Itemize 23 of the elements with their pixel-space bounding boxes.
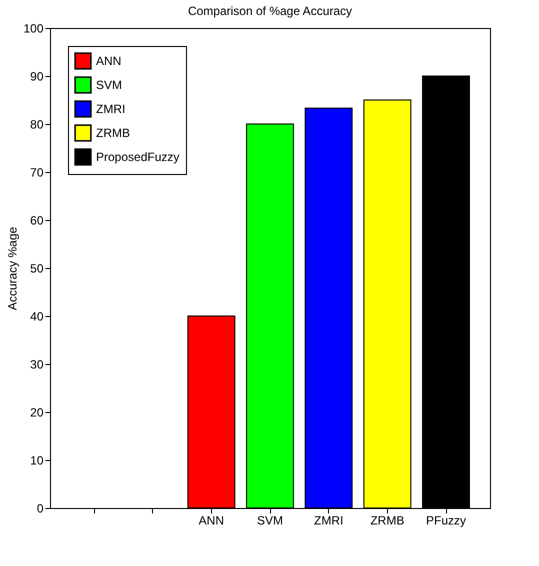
y-tick-label: 30 <box>30 358 44 372</box>
x-tick-label: ANN <box>198 514 224 528</box>
legend-label: ZRMB <box>96 126 130 140</box>
legend-label: ZMRI <box>96 102 126 116</box>
x-tick-label: ZMRI <box>314 514 344 528</box>
x-tick-label: PFuzzy <box>426 514 466 528</box>
y-tick-label: 40 <box>30 310 44 324</box>
legend-label: SVM <box>96 78 122 92</box>
y-tick-label: 90 <box>30 70 44 84</box>
x-tick-label: SVM <box>256 514 284 528</box>
chart-title: Comparison of %age Accuracy <box>188 4 352 18</box>
x-tick-label: ZRMB <box>370 514 404 528</box>
y-tick-label: 70 <box>30 166 44 180</box>
y-tick-label: 50 <box>30 262 44 276</box>
y-tick-label: 80 <box>30 118 44 132</box>
y-axis-title: Accuracy %age <box>5 226 20 310</box>
y-tick-label: 100 <box>23 22 44 36</box>
legend-label: ProposedFuzzy <box>96 150 180 164</box>
y-tick-label: 10 <box>30 454 44 468</box>
y-tick-label: 60 <box>30 214 44 228</box>
y-tick-label: 20 <box>30 406 44 420</box>
legend-label: ANN <box>96 54 122 68</box>
y-tick-label: 0 <box>36 502 44 516</box>
